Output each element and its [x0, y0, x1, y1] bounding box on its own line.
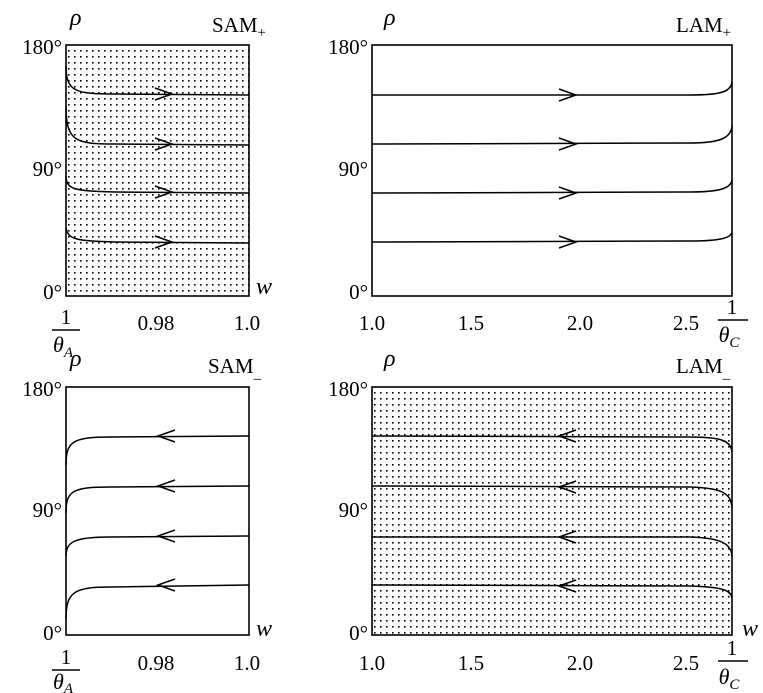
trajectory: [371, 435, 733, 453]
trajectory: [65, 105, 250, 146]
x-tick-label: 1.0: [234, 311, 260, 335]
trajectory: [65, 435, 250, 466]
trajectory: [65, 485, 250, 514]
y-tick-label: 90°: [33, 498, 62, 522]
plot-frame: [371, 44, 733, 297]
trajectory: [371, 485, 733, 509]
trajectory: [372, 536, 733, 557]
trajectory: [371, 584, 733, 599]
plot-frame: [65, 386, 250, 636]
trajectory: [371, 231, 733, 243]
panel-sam-minus: ρ SAM_ 180° 90° 0° w 1 θA 0.98 1.0: [22, 346, 272, 693]
x-tick-label: 1.0: [359, 311, 385, 335]
panel-lam-plus: ρ LAM+ 180° 90° 0° 1.0 1.5 2.0 2.5 1 θC: [328, 5, 748, 351]
trajectory: [65, 584, 250, 620]
x-tick-fraction: 1 θA: [52, 305, 80, 361]
y-tick-label: 90°: [339, 498, 368, 522]
trajectory: [65, 227, 250, 244]
y-tick-label: 180°: [22, 377, 62, 401]
y-tick-label: 0°: [349, 280, 368, 304]
x-tick-label: 1.5: [458, 311, 484, 335]
fraction-denominator: θA: [53, 332, 74, 361]
arrowheads: [558, 88, 579, 249]
arrowhead: [154, 185, 175, 199]
y-tick-label: 90°: [33, 157, 62, 181]
x-tick-fraction: 1 θC: [718, 295, 748, 351]
fraction-denominator: θA: [53, 669, 74, 693]
y-tick-label: 90°: [339, 157, 368, 181]
arrowhead: [155, 529, 176, 543]
fraction-numerator: 1: [727, 295, 738, 319]
y-axis-symbol: ρ: [383, 5, 396, 31]
panel-lam-minus: ρ LAM_ 180° 90° 0° w 1.0 1.5 2.0 2.5 1 θ…: [328, 346, 758, 693]
shaded-region: [66, 45, 249, 296]
y-tick-label: 0°: [43, 280, 62, 304]
x-tick-label: 0.98: [138, 311, 175, 335]
x-tick-fraction: 1 θC: [718, 636, 748, 693]
panel-title: LAM_: [676, 354, 731, 382]
trajectory: [65, 65, 250, 96]
fraction-numerator: 1: [61, 305, 72, 329]
arrowheads: [154, 87, 175, 249]
fraction-numerator: 1: [61, 645, 72, 669]
panel-title: SAM+: [212, 13, 266, 41]
arrowhead: [154, 137, 175, 151]
arrowhead: [558, 186, 579, 200]
x-axis-symbol: w: [256, 616, 272, 642]
x-tick-label: 1.0: [359, 651, 385, 675]
y-tick-label: 180°: [328, 35, 368, 59]
y-axis-symbol: ρ: [69, 5, 82, 31]
arrowheads: [556, 429, 577, 593]
x-tick-fraction: 1 θA: [52, 645, 80, 693]
y-axis-symbol: ρ: [383, 346, 396, 372]
x-axis-symbol: w: [256, 274, 272, 300]
x-tick-label: 2.0: [567, 311, 593, 335]
y-tick-label: 180°: [328, 377, 368, 401]
panel-title: LAM+: [676, 13, 731, 41]
y-tick-label: 0°: [43, 621, 62, 645]
trajectory: [65, 175, 250, 194]
x-tick-label: 1.0: [234, 651, 260, 675]
x-tick-label: 0.98: [138, 651, 175, 675]
y-tick-label: 0°: [349, 621, 368, 645]
arrowhead: [155, 479, 176, 493]
arrowhead: [556, 480, 577, 494]
plot-frame: [371, 386, 733, 636]
arrowhead: [556, 530, 577, 544]
arrowhead: [558, 235, 579, 249]
trajectories: [65, 65, 250, 244]
fraction-numerator: 1: [727, 636, 738, 660]
arrowhead: [556, 579, 577, 593]
trajectory: [371, 179, 733, 194]
arrowhead: [155, 429, 176, 443]
x-axis-symbol: w: [742, 616, 758, 642]
arrowhead: [556, 429, 577, 443]
trajectories: [371, 81, 733, 243]
shaded-region: [372, 387, 732, 635]
trajectories: [65, 435, 250, 620]
fraction-denominator: θC: [719, 322, 741, 351]
arrowhead: [154, 235, 175, 249]
x-tick-label: 2.0: [567, 651, 593, 675]
plot-frame: [65, 44, 250, 297]
arrowheads: [155, 429, 176, 592]
panel-sam-plus: ρ SAM+ 180° 90° 0° w 1 θA 0.98 1.0: [22, 5, 272, 361]
x-tick-label: 1.5: [458, 651, 484, 675]
arrowhead: [558, 137, 579, 151]
fraction-denominator: θC: [719, 664, 741, 693]
trajectory: [371, 125, 733, 145]
panel-title: SAM_: [208, 354, 262, 382]
x-tick-label: 2.5: [673, 311, 699, 335]
trajectory: [65, 535, 250, 557]
y-tick-label: 180°: [22, 35, 62, 59]
trajectories: [371, 435, 733, 599]
arrowhead: [558, 88, 579, 102]
arrowhead: [154, 87, 175, 101]
y-axis-symbol: ρ: [69, 346, 82, 372]
trajectory: [372, 81, 733, 96]
x-tick-label: 2.5: [673, 651, 699, 675]
arrowhead: [155, 578, 176, 592]
